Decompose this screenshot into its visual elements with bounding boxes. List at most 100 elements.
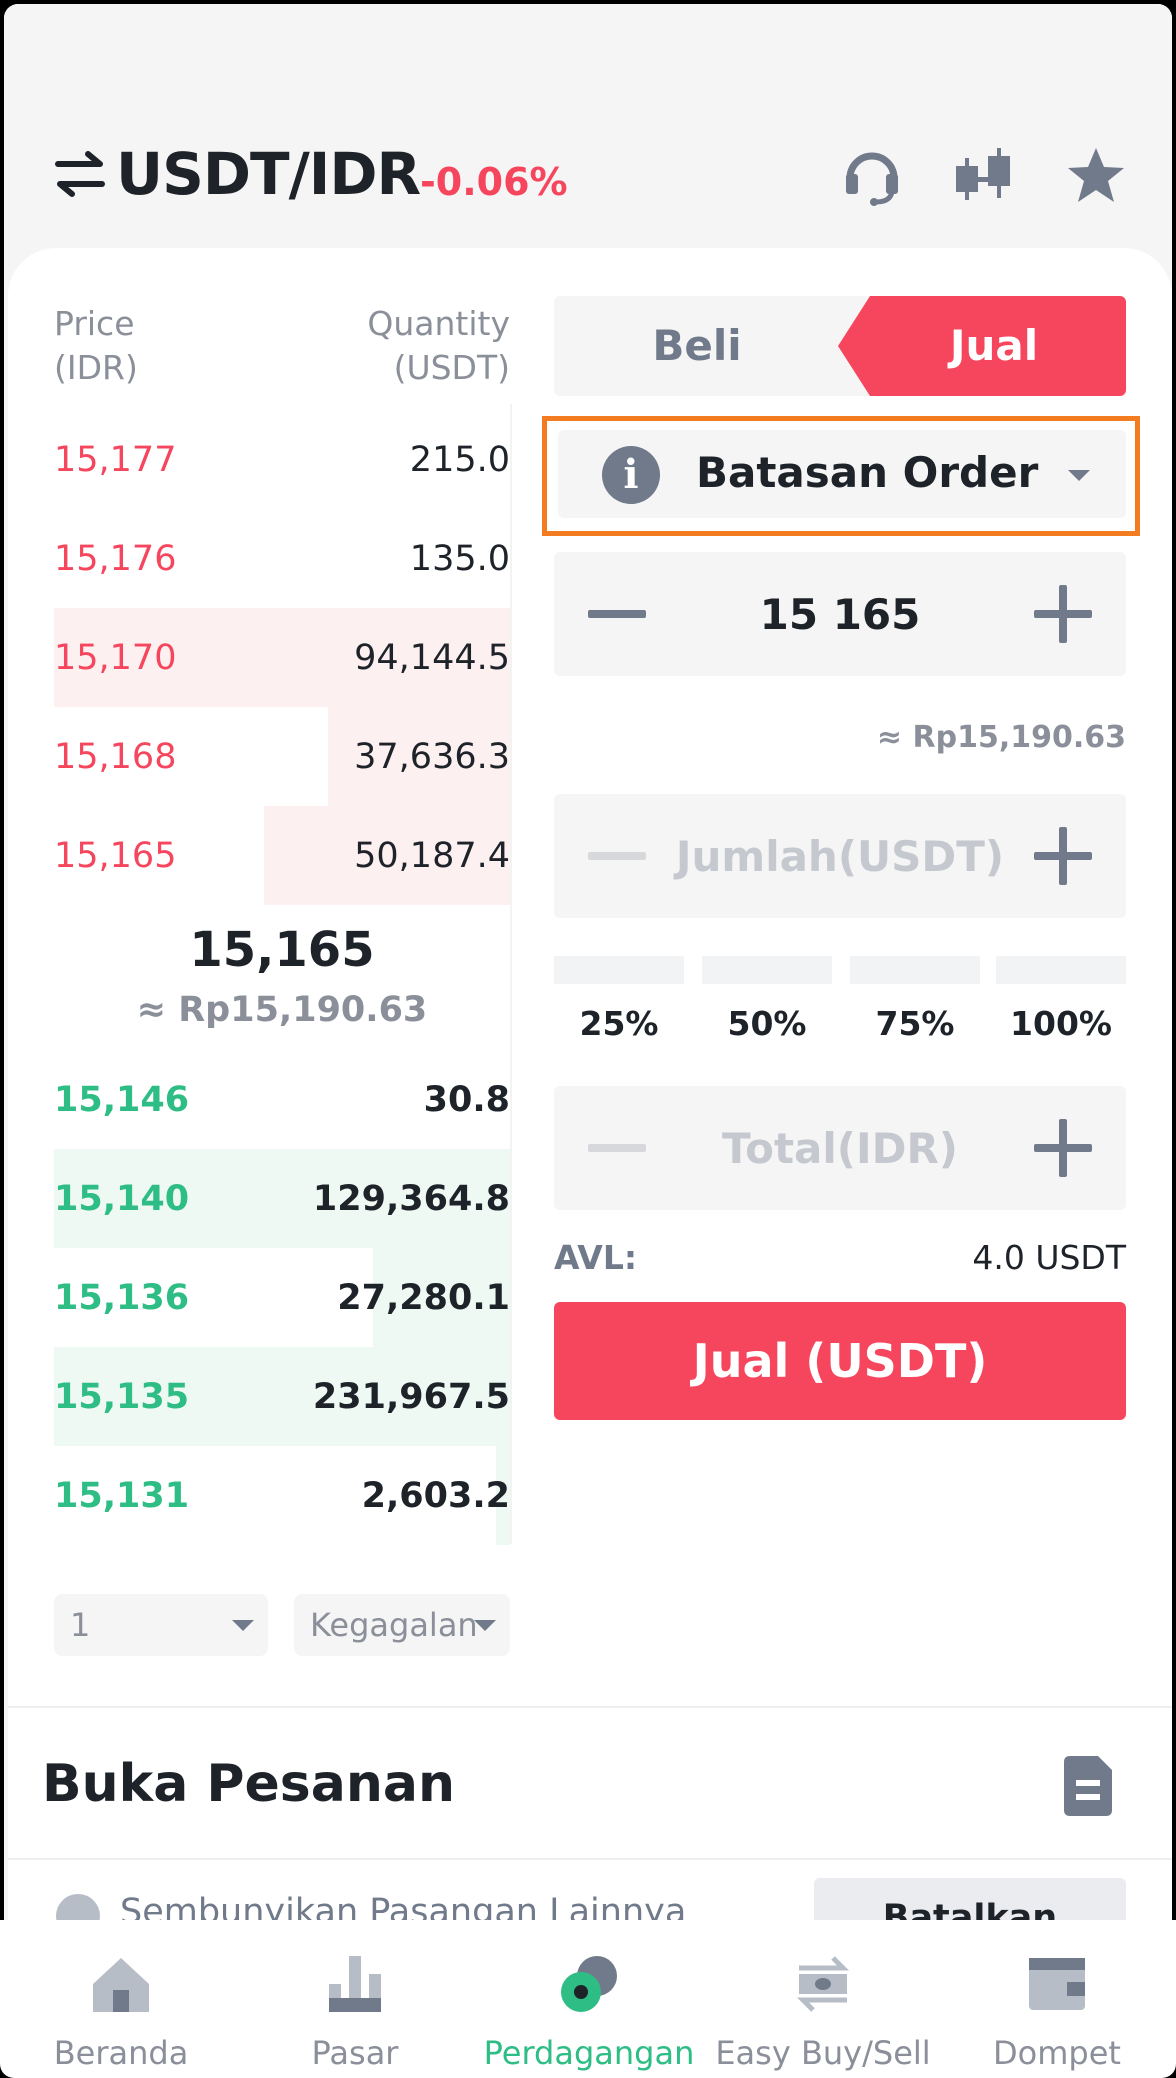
percent-segment-50[interactable] xyxy=(702,956,832,984)
minus-icon[interactable] xyxy=(588,1144,646,1152)
bid-row[interactable]: 15,135 231,967.5 xyxy=(54,1347,510,1446)
nav-item-wallet[interactable]: Dompet xyxy=(940,1924,1174,2074)
percent-button-50[interactable]: 50% xyxy=(727,1004,807,1043)
nav-item-market[interactable]: Pasar xyxy=(238,1924,472,2074)
ask-row[interactable]: 15,177 215.0 xyxy=(54,410,510,509)
percent-segment-100[interactable] xyxy=(996,956,1126,984)
precision-value: 1 xyxy=(70,1606,91,1644)
order-type-label: Batasan Order xyxy=(696,448,1039,497)
bid-row[interactable]: 15,140 129,364.8 xyxy=(54,1149,510,1248)
orderbook-mode-select[interactable]: Kegagalan xyxy=(294,1594,510,1656)
ask-row[interactable]: 15,168 37,636.3 xyxy=(54,707,510,806)
plus-icon-vertical[interactable] xyxy=(1059,827,1067,885)
nav-label-trade: Perdagangan xyxy=(483,2034,695,2072)
percent-button-75[interactable]: 75% xyxy=(875,1004,955,1043)
ask-row[interactable]: 15,176 135.0 xyxy=(54,509,510,608)
headset-icon[interactable] xyxy=(840,144,904,208)
bid-depth-bar xyxy=(373,1248,510,1347)
price-input[interactable]: 15 165 xyxy=(759,590,921,639)
bid-depth-bar xyxy=(54,1347,510,1446)
nav-item-easy-buy-sell[interactable]: Easy Buy/Sell xyxy=(706,1924,940,2074)
buy-sell-tabs: Beli Jual xyxy=(554,296,1126,396)
order-history-icon[interactable] xyxy=(1064,1756,1112,1816)
percent-segment-75[interactable] xyxy=(850,956,980,984)
bid-price: 15,146 xyxy=(54,1080,190,1120)
header: USDT/IDR -0.06% xyxy=(4,4,1172,264)
chevron-down-icon xyxy=(1068,470,1090,481)
tab-buy[interactable]: Beli xyxy=(652,321,742,370)
bid-quantity: 27,280.1 xyxy=(337,1278,510,1318)
nav-item-home[interactable]: Beranda xyxy=(4,1924,238,2074)
ask-quantity: 94,144.5 xyxy=(354,638,510,678)
ask-price: 15,177 xyxy=(54,440,177,480)
ask-row[interactable]: 15,170 94,144.5 xyxy=(54,608,510,707)
market-icon xyxy=(329,1956,381,2012)
bid-price: 15,140 xyxy=(54,1179,190,1219)
percent-segment-25[interactable] xyxy=(554,956,684,984)
ask-depth-bar xyxy=(263,806,510,905)
bid-quantity: 30.8 xyxy=(423,1080,510,1120)
last-price-approx: ≈ Rp15,190.63 xyxy=(136,990,428,1030)
ask-depth-bar xyxy=(54,608,510,707)
nav-item-trade[interactable]: Perdagangan xyxy=(472,1924,706,2074)
price-approx: ≈ Rp15,190.63 xyxy=(876,720,1126,755)
bid-depth-bar xyxy=(496,1446,510,1545)
nav-label-easy-buy-sell: Easy Buy/Sell xyxy=(715,2034,931,2072)
qty-header-label: Quantity xyxy=(367,304,510,343)
bid-price: 15,136 xyxy=(54,1278,190,1318)
ask-row[interactable]: 15,165 50,187.4 xyxy=(54,806,510,905)
chevron-down-icon xyxy=(474,1620,496,1631)
percent-button-100[interactable]: 100% xyxy=(1010,1004,1112,1043)
divider xyxy=(8,1858,1172,1860)
ask-quantity: 135.0 xyxy=(409,539,510,579)
tab-sell-label: Jual xyxy=(949,321,1039,370)
order-type-highlight xyxy=(542,416,1140,536)
ask-price: 15,170 xyxy=(54,638,177,678)
chevron-down-icon xyxy=(232,1620,254,1631)
order-type-select[interactable]: i Batasan Order xyxy=(558,430,1126,518)
bid-price: 15,135 xyxy=(54,1377,190,1417)
star-favorite-icon[interactable] xyxy=(1064,144,1128,208)
bid-quantity: 231,967.5 xyxy=(312,1377,510,1417)
candlestick-chart-icon[interactable] xyxy=(952,144,1016,208)
orderbook-qty-header: Quantity (USDT) xyxy=(304,302,510,390)
app-screen: USDT/IDR -0.06% Price (IDR) Quantity (US… xyxy=(4,4,1172,2074)
swap-pair-icon[interactable] xyxy=(52,146,108,202)
divider xyxy=(8,1706,1172,1708)
amount-input[interactable]: Jumlah(USDT) xyxy=(675,832,1005,881)
ask-quantity: 37,636.3 xyxy=(354,737,510,777)
ask-price: 15,176 xyxy=(54,539,177,579)
info-icon[interactable]: i xyxy=(602,446,660,504)
nav-label-home: Beranda xyxy=(53,2034,189,2072)
total-input[interactable]: Total(IDR) xyxy=(722,1124,958,1173)
bid-depth-bar xyxy=(54,1149,510,1248)
price-header-label: Price xyxy=(54,304,135,343)
nav-label-wallet: Dompet xyxy=(993,2034,1121,2072)
pair-title[interactable]: USDT/IDR xyxy=(116,140,421,208)
trade-icon xyxy=(561,1956,617,2012)
ask-price: 15,168 xyxy=(54,737,177,777)
ask-quantity: 50,187.4 xyxy=(354,836,510,876)
precision-select[interactable]: 1 xyxy=(54,1594,268,1656)
minus-icon[interactable] xyxy=(588,610,646,618)
wallet-icon xyxy=(1029,1958,1085,2010)
total-stepper: Total(IDR) xyxy=(554,1086,1126,1210)
plus-icon-vertical[interactable] xyxy=(1059,585,1067,643)
percent-button-25[interactable]: 25% xyxy=(579,1004,659,1043)
bid-row[interactable]: 15,146 30.8 xyxy=(54,1050,510,1149)
minus-icon[interactable] xyxy=(588,852,646,860)
ask-price: 15,165 xyxy=(54,836,177,876)
orderbook-divider xyxy=(510,404,512,1544)
orderbook-price-header: Price (IDR) xyxy=(54,302,138,390)
tab-sell[interactable]: Jual xyxy=(838,296,1126,396)
last-price[interactable]: 15,165 xyxy=(189,922,375,978)
ask-depth-bar xyxy=(327,707,510,806)
bid-row[interactable]: 15,131 2,603.2 xyxy=(54,1446,510,1545)
ask-quantity: 215.0 xyxy=(409,440,510,480)
sell-button[interactable]: Jual (USDT) xyxy=(554,1302,1126,1420)
swap-icon xyxy=(796,1956,850,2012)
plus-icon-vertical[interactable] xyxy=(1059,1119,1067,1177)
available-balance: 4.0 USDT xyxy=(972,1238,1126,1277)
bid-row[interactable]: 15,136 27,280.1 xyxy=(54,1248,510,1347)
nav-label-market: Pasar xyxy=(311,2034,399,2072)
